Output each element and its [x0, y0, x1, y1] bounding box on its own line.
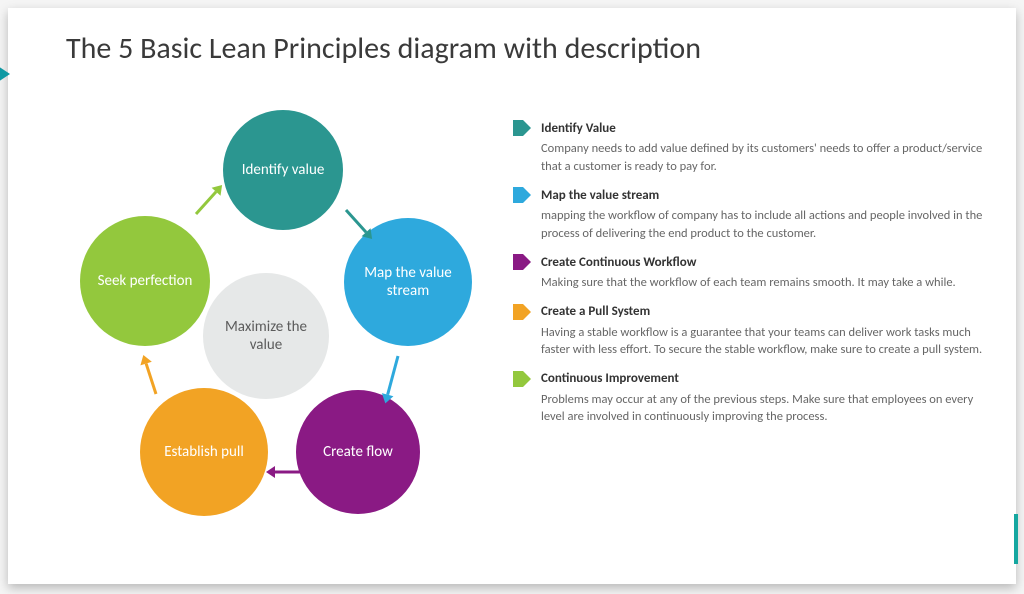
description-title: Identify Value: [541, 121, 616, 136]
arrow-map-to-flow-icon: [379, 354, 404, 407]
center-circle-label: Maximize the value: [211, 318, 321, 354]
arrow-pull-to-seek-icon: [137, 350, 162, 396]
lean-cycle-diagram: Maximize the value Identify value Map the …: [48, 98, 488, 538]
bullet-icon: [513, 120, 531, 136]
node-flow: Create flow: [296, 390, 420, 514]
edge-notch-right-icon: [1014, 514, 1018, 564]
description-header: Create Continuous Workflow: [513, 254, 983, 270]
description-item: Create a Pull System Having a stable work…: [513, 304, 983, 359]
arrow-seek-to-identify-icon: [192, 179, 229, 218]
description-body: mapping the workflow of company has to i…: [541, 207, 983, 242]
center-circle: Maximize the value: [203, 273, 329, 399]
node-label: Create flow: [323, 443, 393, 461]
edge-notch-left-icon: [0, 66, 10, 82]
node-label: Map the value stream: [352, 264, 464, 300]
node-seek: Seek perfection: [80, 216, 210, 346]
description-body: Problems may occur at any of the previou…: [541, 391, 983, 426]
description-title: Continuous Improvement: [541, 371, 679, 386]
description-title: Map the value stream: [541, 188, 659, 203]
description-item: Continuous Improvement Problems may occur…: [513, 371, 983, 426]
node-identify: Identify value: [223, 110, 343, 230]
bullet-icon: [513, 371, 531, 387]
description-body: Company needs to add value defined by it…: [541, 140, 983, 175]
bullet-icon: [513, 254, 531, 270]
description-title: Create a Pull System: [541, 304, 650, 319]
node-pull: Establish pull: [140, 388, 268, 516]
description-header: Continuous Improvement: [513, 371, 983, 387]
node-label: Seek perfection: [98, 272, 193, 290]
description-title: Create Continuous Workflow: [541, 255, 696, 270]
node-label: Establish pull: [164, 443, 244, 461]
description-header: Map the value stream: [513, 187, 983, 203]
description-item: Identify Value Company needs to add value…: [513, 120, 983, 175]
slide: The 5 Basic Lean Principles diagram with…: [8, 8, 1016, 584]
description-header: Identify Value: [513, 120, 983, 136]
bullet-icon: [513, 304, 531, 320]
description-header: Create a Pull System: [513, 304, 983, 320]
bullet-icon: [513, 187, 531, 203]
arrow-flow-to-pull-icon: [263, 466, 300, 478]
description-body: Making sure that the workflow of each te…: [541, 274, 983, 292]
description-item: Map the value stream mapping the workflow…: [513, 187, 983, 242]
description-item: Create Continuous Workflow Making sure th…: [513, 254, 983, 292]
description-body: Having a stable workflow is a guarantee …: [541, 324, 983, 359]
description-panel: Identify Value Company needs to add value…: [513, 120, 983, 438]
node-label: Identify value: [242, 161, 325, 179]
page-title: The 5 Basic Lean Principles diagram with…: [66, 30, 701, 67]
